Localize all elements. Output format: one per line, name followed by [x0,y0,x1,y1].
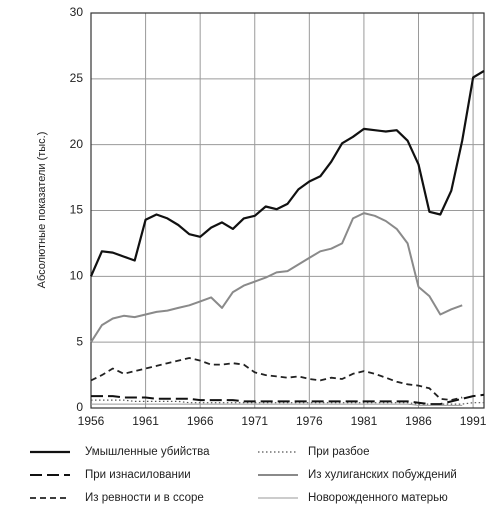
series-line [90,212,463,343]
legend-label: Умышленные убийства [85,446,210,458]
x-tick-label: 1961 [132,414,159,428]
series-line [91,399,484,405]
y-tick-label: 5 [76,334,83,348]
x-tick-label: 1956 [78,414,105,428]
x-tick-label: 1991 [460,414,487,428]
x-tick-label: 1986 [405,414,432,428]
x-tick-label: 1966 [187,414,214,428]
series-line [90,357,463,401]
y-tick-label: 10 [70,269,84,283]
series-line [89,69,485,277]
series-line [91,393,485,406]
series-line [91,403,463,406]
legend-label: При изнасиловании [85,469,191,481]
x-tick-label: 1971 [241,414,268,428]
y-tick-label: 30 [70,5,84,19]
x-tick-label: 1981 [351,414,378,428]
y-tick-label: 20 [70,137,84,151]
y-tick-label: 15 [70,203,84,217]
y-tick-label: 0 [76,400,83,414]
legend-label: Из хулиганских побуждений [308,469,457,481]
legend-label: Новорожденного матерью [308,492,448,504]
y-axis-label: Абсолютные показатели (тыс.) [36,132,48,289]
plot-frame [90,12,485,409]
x-tick-label: 1976 [296,414,323,428]
legend-label: Из ревности и в ссоре [85,492,204,504]
legend-label: При разбое [308,446,369,458]
y-tick-label: 25 [70,71,84,85]
